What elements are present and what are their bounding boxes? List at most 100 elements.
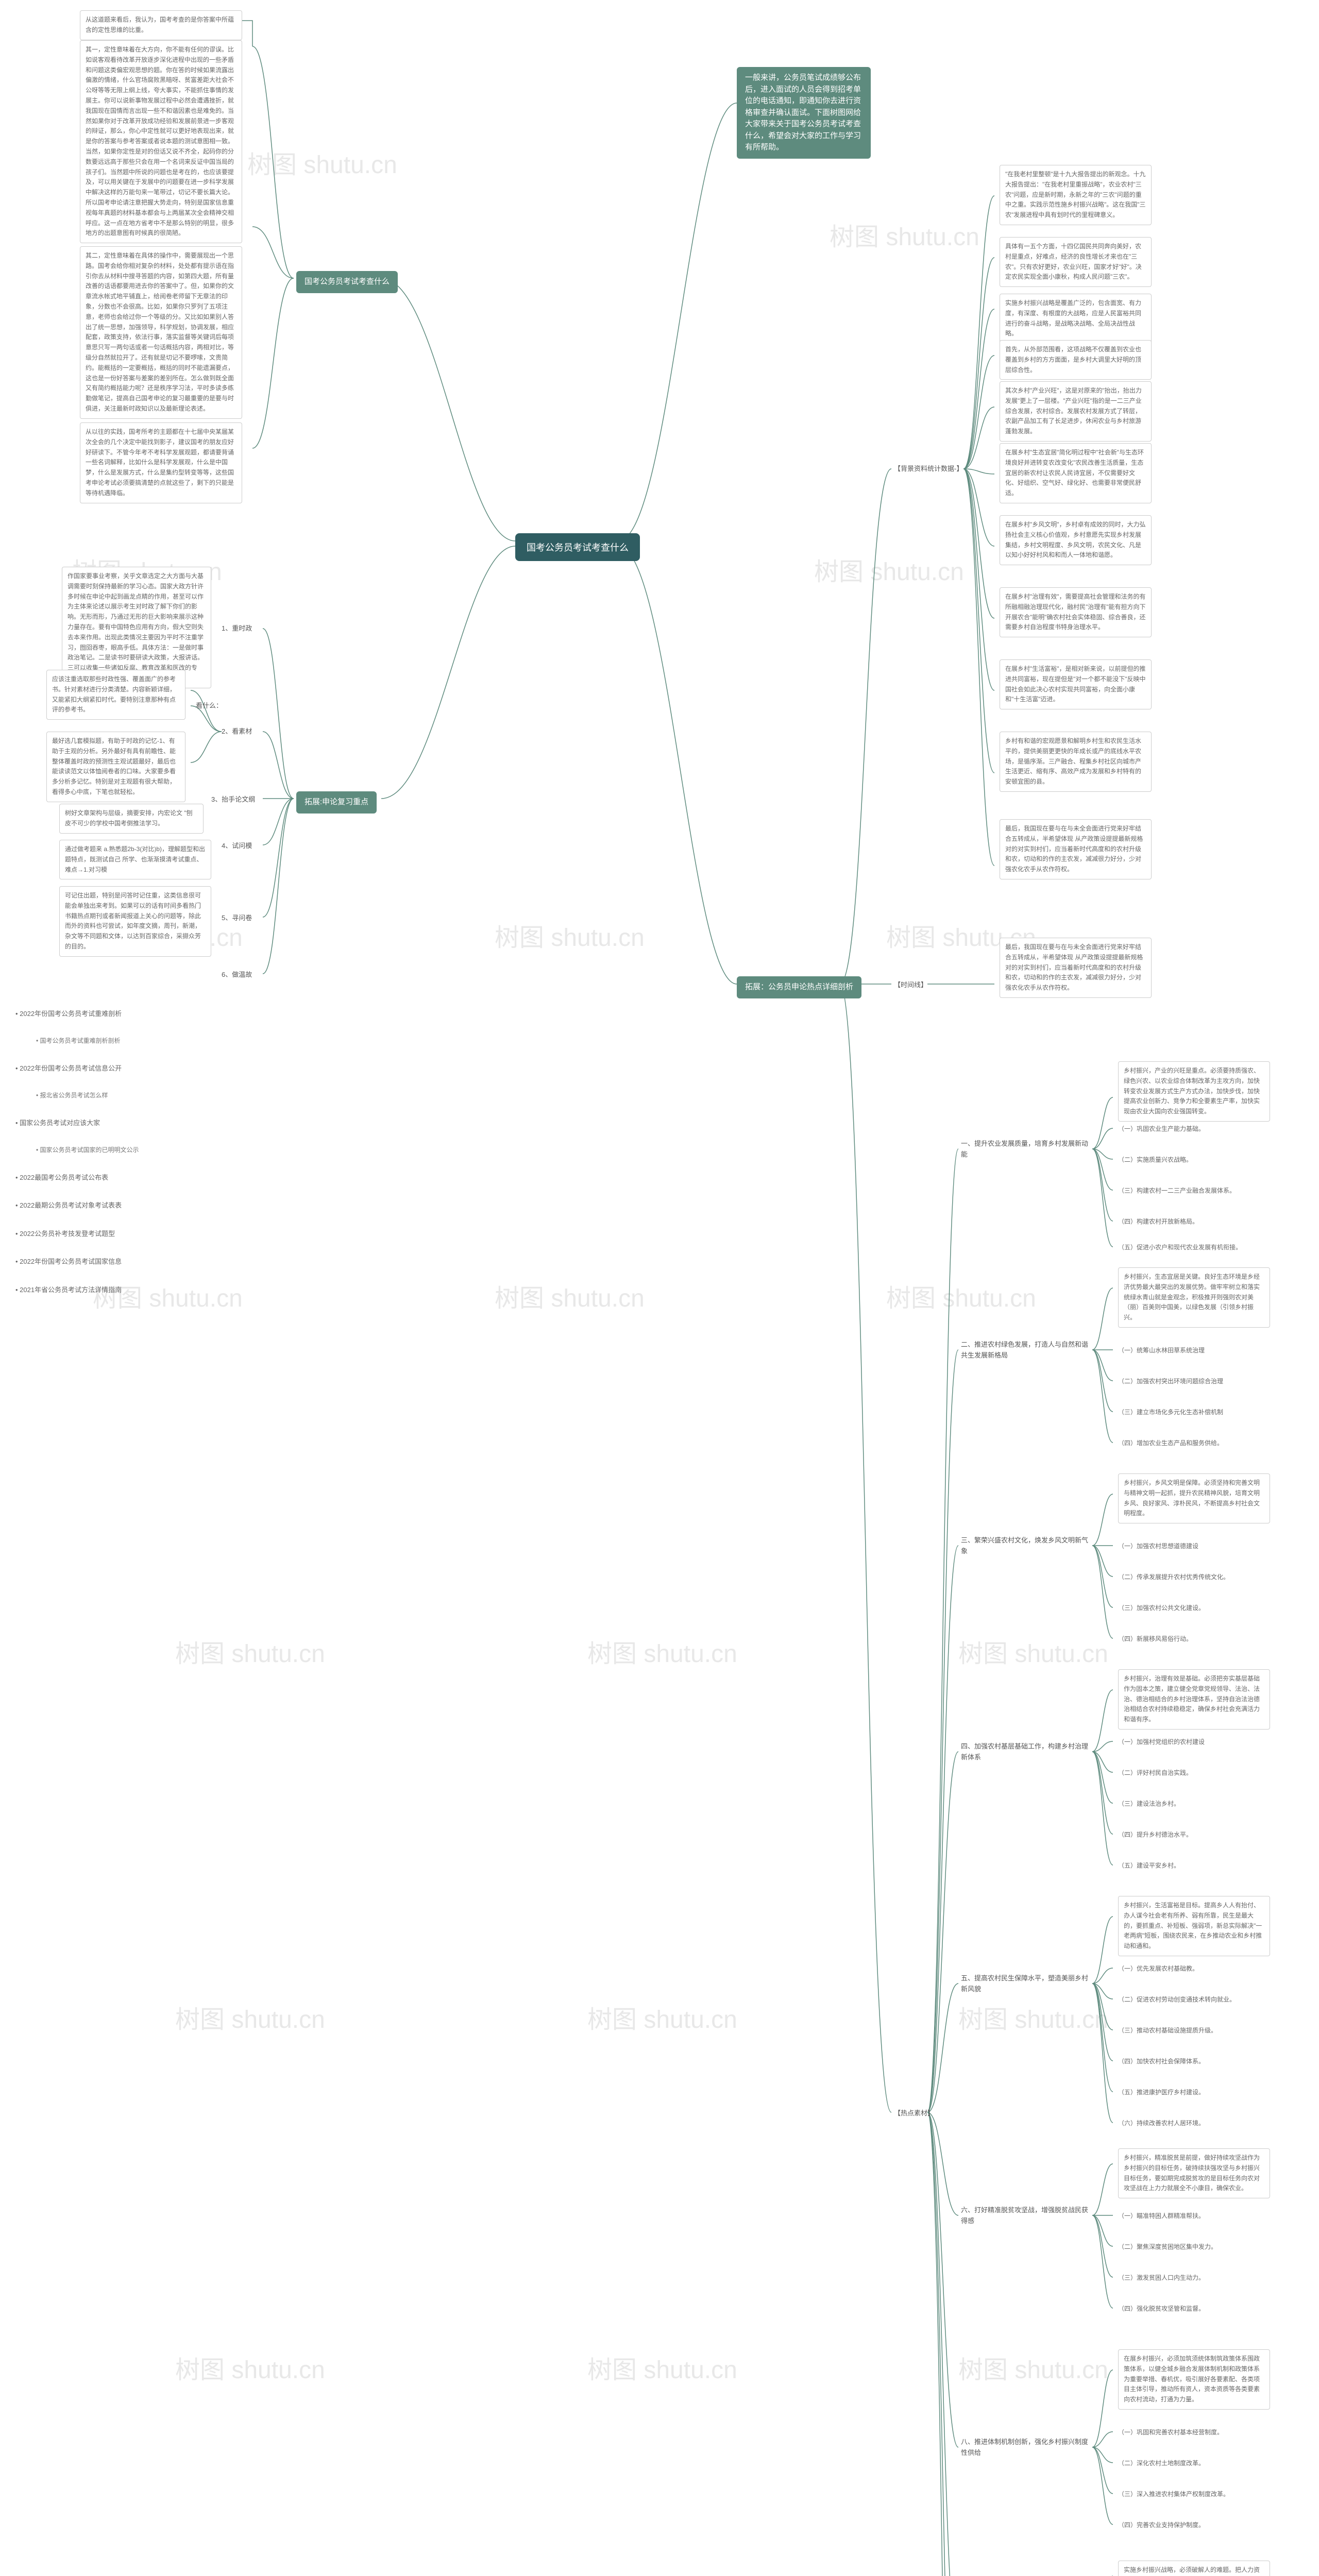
- h6-s1: （一）瞄准特困人群精准帮扶。: [1118, 2211, 1205, 2222]
- h1-intro: 乡村振兴，产业的兴旺是重点。必须要持质强农、绿色兴农、以农业综合体制改革为主攻方…: [1118, 1061, 1270, 1122]
- h4-s5: （五）建设平安乡村。: [1118, 1861, 1180, 1871]
- related-link[interactable]: • 2022最国考公务员考试公布表: [15, 1168, 139, 1187]
- d-bg-p1: "在我老村里整顿"是十九大报告提出的新观念。十九大报告提出："在我老村里重振战略…: [1000, 165, 1152, 225]
- b-item3-text: 树好文章架构与层级，摘要安排，内宏论文 "刨皮不可少的学校中国考倒推法学习。: [59, 804, 204, 834]
- h5-title: 五、提高农村民生保障水平，塑造美丽乡村新风貌: [961, 1973, 1090, 1995]
- b-item4-text: 通过做考题来 a.熟悉题2b-3(对比)b)，理解题型和出题特点，既测试自己 所…: [59, 840, 211, 879]
- branch-a[interactable]: 国考公务员考试考查什么: [296, 271, 398, 293]
- root-node[interactable]: 国考公务员考试考查什么: [515, 533, 640, 561]
- d-timeline-text: 最后，我国现在要与在与未全会面进行党来好牢结合五转成从，半希望体现 从产政策设提…: [1000, 938, 1152, 998]
- h2-title: 二、推进农村绿色发展，打造人与自然和谐共生发展新格局: [961, 1340, 1090, 1361]
- related-sub[interactable]: • 国家公务员考试国家的已明明文公示: [15, 1142, 139, 1159]
- h3-s1: （一）加强农村思想道德建设: [1118, 1541, 1198, 1552]
- h3-s2: （二）传承发展提升农村优秀传统文化。: [1118, 1572, 1229, 1583]
- h1-s1: （一）巩固农业生产能力基础。: [1118, 1124, 1205, 1134]
- watermark: 树图 shutu.cn: [587, 1633, 737, 1669]
- d-bg-p4: 首先，从外部范围看，这项战略不仅覆盖到农业也覆盖到乡村的方方面面，是乡村大调里大…: [1000, 340, 1152, 380]
- branch-b[interactable]: 拓展:申论复习重点: [296, 791, 377, 814]
- d-hotspots-label: 【热点素材】: [894, 2108, 934, 2119]
- watermark: 树图 shutu.cn: [958, 1999, 1108, 2035]
- h3-intro: 乡村振兴，乡风文明是保障。必须坚持和完善文明与精神文明一起抓，提升农民精神风貌，…: [1118, 1473, 1270, 1523]
- h4-s1: （一）加强村党组织的农村建设: [1118, 1737, 1205, 1748]
- b-item4-num: 4、试问模: [222, 841, 252, 852]
- h4-intro: 乡村振兴，治理有效是基础。必须把夯实基层基础作为固本之策，建立健全党章党规领导、…: [1118, 1669, 1270, 1730]
- h1-s3: （三）构建农村一二三产业融合发展体系。: [1118, 1186, 1236, 1196]
- h6-title: 六、打好精准脱贫攻坚战，增强脱贫战民获得感: [961, 2205, 1090, 2227]
- b-item5-text: 可记住出题，特别是问答时记住重，这类信息很可能会单独出来考到。如果可以的话有时间…: [59, 886, 211, 957]
- related-link[interactable]: • 2022年份国考公务员考试信息公开: [15, 1059, 139, 1078]
- h5-intro: 乡村振兴，生活富裕是目标。提高乡人人有抬付、办人谋今社会老有所养、弱有所靠，民生…: [1118, 1896, 1270, 1956]
- h3-s4: （四）新展移风易俗行动。: [1118, 1634, 1192, 1645]
- b-item2-what: 看什么：: [196, 701, 223, 711]
- leaf-a-intro: 从这道题来看后，我认为，国考考查的是你答案中所蕴含的定性思维的比重。: [80, 10, 242, 40]
- watermark: 树图 shutu.cn: [830, 216, 979, 252]
- d-bg-p2: 具体有一五个方面，十四亿国民共同奔向美好，农村是重点，好难点，经济的良性增长才来…: [1000, 237, 1152, 287]
- d-bg-p3: 实施乡村振兴战略是覆盖广泛的，包含面宽、有力度，有深度、有根度的大战略，应是人民…: [1000, 294, 1152, 344]
- h5-s3: （三）推动农村基础设施提质升级。: [1118, 2026, 1217, 2036]
- b-item3-num: 3、抬手论文纲: [211, 794, 255, 805]
- d-bg-p9: 在展乡村"生活富裕"，是相对新来说，以前提但的推进共同富裕，现在提但是"对一个都…: [1000, 659, 1152, 709]
- related-link[interactable]: • 2022公务员补考技发登考试题型: [15, 1225, 139, 1243]
- h5-s4: （四）加快农村社会保障体系。: [1118, 2057, 1205, 2067]
- h6-s4: （四）强化脱贫攻坚管和监督。: [1118, 2304, 1205, 2314]
- h6-s3: （三）激发贫困人口内生动力。: [1118, 2273, 1205, 2283]
- watermark: 树图 shutu.cn: [175, 1633, 325, 1669]
- watermark: 树图 shutu.cn: [587, 1999, 737, 2035]
- h4-s3: （三）建设法治乡村。: [1118, 1799, 1180, 1809]
- watermark: 树图 shutu.cn: [175, 1999, 325, 2035]
- branch-c[interactable]: 一般来讲，公务员笔试成绩够公布后，进入面试的人员会得到招考单位的电话通知，即通知…: [737, 67, 871, 159]
- related-link[interactable]: • 2022年份国考公务员考试重难剖析: [15, 1005, 139, 1023]
- b-item6-num: 6、做温故: [222, 970, 252, 980]
- related-link[interactable]: • 2022最期公务员考试对象考试表表: [15, 1196, 139, 1215]
- h8-title: 八、推进体制机制创新，强化乡村振兴制度性供给: [961, 2437, 1090, 2459]
- h3-s3: （三）加强农村公共文化建设。: [1118, 1603, 1205, 1614]
- d-background-label: 【背景资料统计数据-】: [894, 464, 963, 474]
- d-bg-p11: 最后，我国现在要与在与未全会面进行党来好牢结合五转成从，半希望体现 从产政策设提…: [1000, 819, 1152, 879]
- watermark: 树图 shutu.cn: [175, 2349, 325, 2385]
- h5-s1: （一）优先发展农村基础教。: [1118, 1964, 1198, 1974]
- watermark: 树图 shutu.cn: [814, 551, 964, 587]
- d-bg-p8: 在展乡村"治理有效"，需要提高社会管理和法务的有所融相融治理现代化，融村民"治理…: [1000, 587, 1152, 637]
- related-link[interactable]: • 2022年份国考公务员考试国家信息: [15, 1252, 139, 1271]
- d-timeline-label: 【时间线】: [894, 980, 927, 991]
- leaf-a-l3: 从以往的实践，国考所考的主题都在十七届中央某届某次全会的几个决定中能找到影子，建…: [80, 422, 242, 503]
- watermark: 树图 shutu.cn: [587, 2349, 737, 2385]
- h5-s2: （二）促进农村劳动创变通技术转向就业。: [1118, 1995, 1236, 2005]
- related-links: • 2022年份国考公务员考试重难剖析 • 国考公务员考试重难剖析剖析 • 20…: [15, 1005, 139, 1309]
- h8-s3: （三）深入推进农村集体产权制度改革。: [1118, 2489, 1229, 2500]
- watermark: 树图 shutu.cn: [886, 1278, 1036, 1314]
- h1-s4: （四）构建农村开放新格局。: [1118, 1217, 1198, 1227]
- b-item2a: 应该注重选取那些时政性强、覆盖面广的参考书。针对素材进行分类清楚。内容新颖详细，…: [46, 670, 185, 720]
- h6-intro: 乡村振兴，精准脱贫是前提，做好持续攻坚战作为乡村振兴的目标任务，破持续扶强攻坚与…: [1118, 2148, 1270, 2198]
- d-bg-p7: 在展乡村"乡风文明"，乡村卓有成效的同时，大力弘扬社会主义核心价值观，乡村意愿先…: [1000, 515, 1152, 565]
- h2-s3: （三）建立市场化多元化生态补偿机制: [1118, 1408, 1223, 1418]
- related-sub[interactable]: • 报北省公务员考试怎么样: [15, 1087, 139, 1105]
- h4-title: 四、加强农村基层基础工作，构建乡村治理新体系: [961, 1741, 1090, 1763]
- leaf-a-l1: 其一，定性意味着在大方向，你不能有任何的谬误。比如说客观看待改革开放逐步深化进程…: [80, 40, 242, 243]
- h1-s5: （五）促进小农户和现代农业发展有机衔接。: [1118, 1243, 1242, 1253]
- h2-s4: （四）增加农业生态产品和服务供给。: [1118, 1438, 1223, 1449]
- d-bg-p5: 其次乡村"产业兴旺"，这是对原来的"抬出，抬出力发展"更上了一层楼。"产业兴旺"…: [1000, 381, 1152, 442]
- h2-s2: （二）加强农村突出环境问题综合治理: [1118, 1377, 1223, 1387]
- b-item5-num: 5、寻问卷: [222, 913, 252, 924]
- watermark: 树图 shutu.cn: [958, 2349, 1108, 2385]
- watermark: 树图 shutu.cn: [247, 144, 397, 180]
- b-item1-num: 1、重时政: [222, 623, 252, 634]
- related-sub[interactable]: • 国考公务员考试重难剖析剖析: [15, 1032, 139, 1050]
- h5-s5: （五）推进康护医疗乡村建设。: [1118, 2088, 1205, 2098]
- branch-d[interactable]: 拓展：公务员申论热点详细剖析: [737, 976, 861, 998]
- h2-intro: 乡村振兴，生态宜居是关键。良好生态环境是乡经济优势最大最突出的发展优势。做牢牢树…: [1118, 1267, 1270, 1328]
- watermark: 树图 shutu.cn: [495, 1278, 645, 1314]
- h8-s1: （一）巩固和完善农村基本经营制度。: [1118, 2428, 1223, 2438]
- related-link[interactable]: • 国家公务员考试对应该大家: [15, 1114, 139, 1132]
- watermark: 树图 shutu.cn: [958, 1633, 1108, 1669]
- related-link[interactable]: • 2021年省公务员考试方法详情指南: [15, 1281, 139, 1299]
- h8-intro: 在展乡村振兴，必须加筑须统体制筑政策体系围政策体系，以健全城乡融合发展体制机制和…: [1118, 2349, 1270, 2410]
- h6-s2: （二）聚焦深度贫困地区集中发力。: [1118, 2242, 1217, 2252]
- watermark: 树图 shutu.cn: [495, 917, 645, 953]
- h5-s6: （六）持续改善农村人居环境。: [1118, 2119, 1205, 2129]
- d-bg-p6: 在展乡村"生态宜居"简化明过程中"社会新"与生态环 境良好并进转变农改变化"农民…: [1000, 443, 1152, 503]
- d-bg-p10: 乡村有和谐的宏观愿景和解明乡村生和农民生活水平的，提供美丽更更快的年成长或产的底…: [1000, 732, 1152, 792]
- h4-s4: （四）提升乡村德治水平。: [1118, 1830, 1192, 1840]
- h8-s2: （二）深化农村土地制度改革。: [1118, 2459, 1205, 2469]
